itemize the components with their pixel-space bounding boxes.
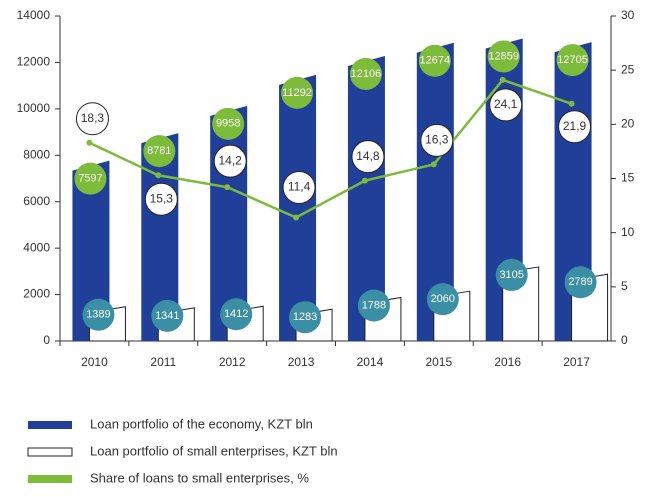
legend-label: Share of loans to small enterprises, % [90, 470, 309, 485]
data-label: 7597 [78, 173, 102, 185]
line-point [224, 184, 231, 191]
label-bubble [351, 140, 385, 174]
y2-tick-label: 20 [621, 117, 635, 131]
legend-swatch [27, 447, 73, 457]
label-bubble [487, 40, 520, 73]
label-bubble [213, 144, 247, 178]
label-bubble [357, 289, 390, 322]
data-label: 9958 [216, 118, 240, 130]
line-point [155, 172, 162, 179]
x-tick-label: 2013 [288, 355, 315, 369]
y2-tick-label: 15 [621, 171, 635, 185]
data-label: 2060 [431, 293, 455, 305]
x-tick-label: 2014 [357, 355, 384, 369]
y2-tick-label: 30 [621, 8, 635, 22]
data-label: 15,3 [150, 191, 174, 205]
legend-swatch [28, 475, 72, 483]
y-tick-label: 10000 [17, 101, 51, 115]
bar [72, 160, 110, 341]
x-tick-label: 2010 [81, 355, 108, 369]
label-bubble [282, 171, 316, 204]
data-label: 1283 [293, 311, 317, 323]
data-label: 24,1 [494, 97, 518, 111]
label-bubble [564, 266, 597, 299]
data-label: 1341 [155, 310, 179, 322]
label-bubble [281, 76, 314, 109]
line-point [499, 76, 506, 83]
legend-label: Loan portfolio of the economy, KZT bln [90, 416, 313, 431]
label-bubble [558, 110, 592, 144]
bar [416, 42, 454, 342]
data-label: 12859 [488, 50, 519, 62]
data-label: 21,9 [563, 119, 587, 133]
y-tick-label: 6000 [23, 194, 50, 208]
label-bubble [495, 258, 528, 291]
line [88, 78, 572, 219]
data-label: 8781 [147, 145, 171, 157]
x-tick-label: 2011 [150, 355, 176, 369]
data-label: 2789 [568, 276, 592, 288]
label-bubble [418, 44, 451, 77]
label-bubble [556, 44, 589, 77]
data-label: 16,3 [425, 133, 449, 147]
label-bubble [420, 123, 454, 157]
label-bubble [212, 107, 245, 140]
y2-tick-label: 10 [621, 225, 635, 239]
legend-label: Loan portfolio of small enterprises, KZT… [90, 443, 338, 458]
data-label: 11292 [282, 87, 312, 99]
label-bubble [75, 102, 109, 136]
y-tick-label: 14000 [17, 8, 51, 22]
data-label: 1788 [362, 299, 386, 311]
data-label: 3105 [499, 269, 523, 281]
data-label: 12705 [557, 54, 588, 66]
data-label: 12674 [420, 55, 451, 67]
label-bubble [151, 299, 184, 332]
bar [279, 74, 317, 341]
data-label: 18,3 [81, 111, 105, 125]
line-point [430, 161, 437, 168]
data-label: 12106 [351, 68, 382, 80]
label-bubble [144, 182, 178, 216]
label-bubble [349, 57, 382, 90]
label-bubble [220, 298, 253, 331]
data-label: 11,4 [288, 180, 311, 194]
data-label: 14,2 [219, 153, 243, 167]
y-tick-label: 12000 [17, 55, 51, 69]
y2-tick-label: 25 [621, 62, 635, 76]
label-bubble [289, 301, 322, 334]
y2-tick-label: 0 [621, 333, 628, 347]
y2-tick-label: 5 [621, 279, 628, 293]
label-bubble [489, 88, 523, 122]
y-tick-label: 2000 [23, 287, 50, 301]
y-tick-label: 8000 [23, 147, 50, 161]
x-tick-label: 2012 [219, 355, 246, 369]
bar [347, 55, 385, 341]
line-point [361, 177, 368, 184]
data-label: 1389 [86, 309, 110, 321]
data-label: 1412 [224, 308, 248, 320]
x-tick-label: 2017 [563, 355, 590, 369]
y-tick-label: 0 [43, 333, 50, 347]
label-bubble [74, 162, 107, 195]
x-tick-label: 2015 [425, 355, 452, 369]
line-point [86, 139, 93, 146]
data-label: 14,8 [356, 149, 380, 163]
label-bubble [143, 135, 176, 168]
label-bubble [426, 283, 459, 316]
line-point [568, 100, 575, 107]
line-point [293, 214, 300, 221]
legend-swatch [28, 421, 72, 429]
x-tick-label: 2016 [494, 355, 521, 369]
y-tick-label: 4000 [23, 240, 50, 254]
label-bubble [82, 298, 115, 331]
